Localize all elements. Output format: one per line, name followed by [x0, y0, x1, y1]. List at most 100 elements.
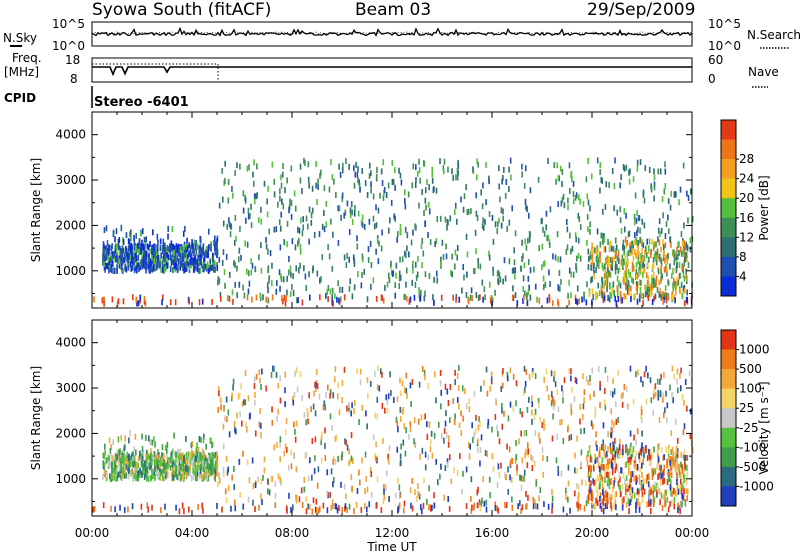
echo-cell — [579, 418, 581, 425]
echo-cell — [667, 475, 670, 482]
echo-cell — [435, 187, 438, 194]
echo-cell — [121, 474, 124, 481]
echo-cell — [639, 236, 642, 243]
echo-cell — [625, 502, 628, 509]
echo-cell — [561, 418, 563, 425]
echo-cell — [525, 244, 528, 251]
echo-cell — [420, 504, 422, 511]
echo-cell — [505, 474, 507, 481]
echo-cell — [638, 215, 641, 222]
echo-cell — [547, 234, 549, 241]
echo-cell — [313, 231, 316, 238]
echo-cell — [568, 435, 571, 442]
echo-cell — [164, 242, 166, 249]
echo-cell — [676, 378, 678, 385]
echo-cell — [335, 503, 338, 510]
echo-cell — [233, 499, 236, 506]
echo-cell — [162, 475, 165, 482]
echo-cell — [599, 402, 601, 409]
echo-cell — [518, 438, 520, 445]
echo-cell — [609, 271, 612, 278]
echo-cell — [193, 249, 195, 256]
echo-cell — [421, 447, 424, 454]
echo-cell — [112, 472, 115, 479]
echo-cell — [102, 473, 104, 480]
echo-cell — [520, 265, 523, 272]
echo-cell — [593, 246, 595, 253]
echo-cell — [385, 192, 388, 199]
echo-cell — [630, 447, 633, 454]
echo-cell — [133, 267, 136, 274]
echo-cell — [648, 238, 651, 245]
echo-cell — [222, 249, 225, 256]
echo-cell — [664, 168, 667, 175]
echo-cell — [683, 399, 685, 406]
echo-cell — [632, 278, 635, 285]
echo-cell — [637, 239, 639, 246]
y-tick-label: 1000 — [55, 472, 86, 486]
echo-cell — [163, 464, 165, 471]
echo-cell — [178, 454, 181, 461]
echo-cell — [403, 423, 405, 430]
echo-cell — [213, 244, 216, 251]
echo-cell — [500, 385, 503, 392]
echo-cell — [534, 283, 537, 290]
echo-cell — [279, 436, 282, 443]
echo-cell — [611, 287, 614, 294]
echo-cell — [514, 457, 517, 464]
echo-cell — [293, 421, 295, 428]
echo-cell — [103, 300, 105, 307]
echo-cell — [394, 215, 396, 222]
echo-cell — [633, 213, 636, 220]
echo-cell — [273, 226, 276, 233]
echo-cell — [651, 473, 654, 480]
echo-cell — [565, 487, 567, 494]
echo-cell — [502, 208, 504, 215]
echo-cell — [156, 258, 159, 265]
echo-cell — [645, 285, 648, 292]
echo-cell — [198, 267, 200, 274]
echo-cell — [599, 257, 602, 264]
echo-cell — [410, 502, 412, 509]
echo-cell — [142, 464, 144, 471]
echo-cell — [399, 229, 402, 236]
echo-cell — [203, 433, 205, 440]
echo-cell — [576, 435, 578, 442]
echo-cell — [276, 280, 278, 287]
echo-cell — [380, 507, 383, 514]
echo-cell — [199, 267, 202, 274]
echo-cell — [335, 434, 338, 441]
echo-cell — [455, 296, 457, 303]
echo-cell — [218, 478, 221, 485]
echo-cell — [151, 459, 153, 466]
echo-cell — [570, 248, 572, 255]
colorbar-swatch — [721, 159, 736, 179]
echo-cell — [119, 504, 121, 511]
echo-cell — [682, 162, 685, 169]
echo-cell — [449, 215, 452, 222]
echo-cell — [511, 294, 514, 301]
echo-cell — [664, 285, 667, 292]
echo-cell — [599, 169, 601, 176]
echo-cell — [666, 496, 669, 503]
echo-cell — [678, 504, 681, 511]
echo-cell — [133, 256, 136, 263]
echo-cell — [475, 174, 478, 181]
echo-cell — [661, 396, 664, 403]
echo-cell — [626, 491, 628, 498]
echo-cell — [526, 292, 528, 299]
echo-cell — [120, 462, 122, 469]
echo-cell — [667, 228, 670, 235]
echo-cell — [618, 444, 621, 451]
echo-cell — [376, 476, 379, 483]
echo-cell — [304, 159, 306, 166]
echo-cell — [664, 493, 667, 500]
echo-cell — [470, 208, 472, 215]
echo-cell — [466, 209, 469, 216]
echo-cell — [356, 487, 359, 494]
echo-cell — [131, 503, 134, 510]
echo-cell — [501, 407, 503, 414]
echo-cell — [589, 221, 591, 228]
echo-cell — [644, 165, 647, 172]
echo-cell — [197, 503, 199, 510]
